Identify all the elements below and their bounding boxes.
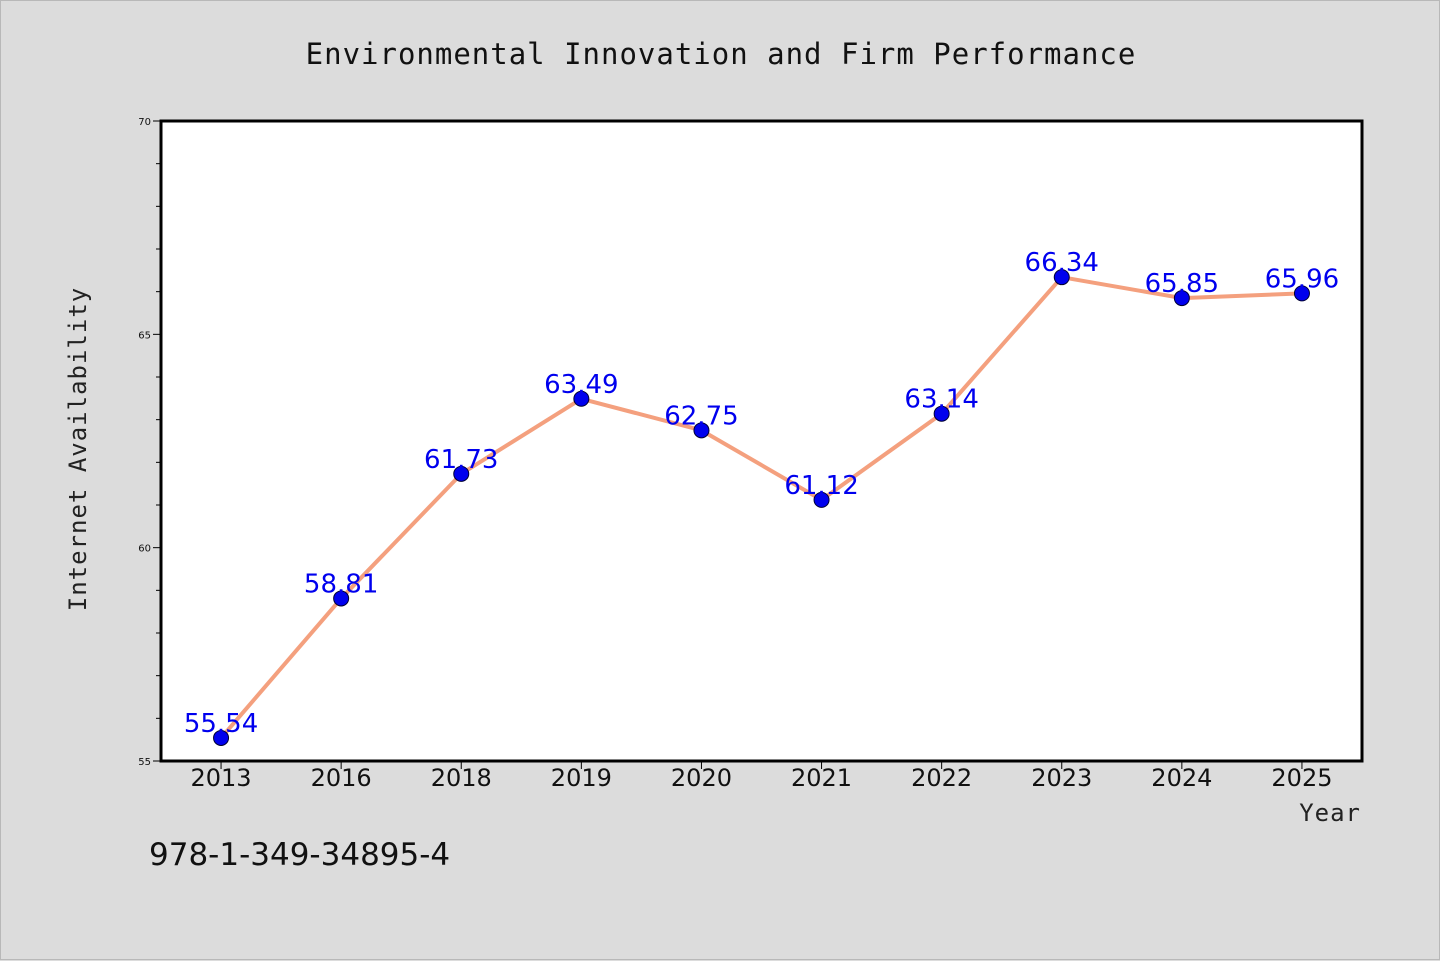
data-point	[1053, 269, 1070, 286]
data-label-group: 55.54 58.81 61.73 63.49 62.75 61.12 63.14 66.34…	[184, 248, 1339, 739]
x-tick-label: 2022	[911, 764, 972, 792]
data-label: 61.12	[784, 471, 858, 501]
series-line-group	[213, 269, 1310, 746]
data-point	[693, 422, 710, 439]
x-tick-label: 2019	[551, 764, 612, 792]
data-point	[813, 491, 830, 508]
data-label: 65.96	[1265, 264, 1339, 294]
data-point	[213, 729, 230, 746]
data-point	[453, 465, 470, 482]
data-point	[1293, 285, 1310, 302]
y-axis-label: Internet Availability	[64, 287, 92, 611]
data-label: 63.49	[544, 370, 618, 400]
x-axis: 2013 2016 2018 2019 2020 2021 2022 2023 2024 2025	[191, 761, 1332, 792]
isbn-annotation: 978-1-349-34895-4	[149, 837, 450, 873]
x-axis-label: Year	[1299, 799, 1361, 827]
y-tick-label: 70	[138, 117, 151, 128]
data-label: 66.34	[1025, 248, 1099, 278]
data-label: 62.75	[664, 401, 738, 431]
y-axis: 55 60 65 70	[138, 117, 161, 768]
x-tick-label: 2024	[1151, 764, 1212, 792]
data-label: 55.54	[184, 709, 258, 739]
x-tick-label: 2020	[671, 764, 732, 792]
y-tick-label: 65	[138, 330, 151, 341]
data-point	[573, 390, 590, 407]
series-line	[219, 275, 1304, 740]
data-point	[333, 590, 350, 607]
y-tick-label: 60	[138, 544, 151, 555]
x-tick-label: 2016	[311, 764, 372, 792]
x-tick-label: 2025	[1271, 764, 1332, 792]
data-point	[1173, 290, 1190, 307]
y-tick-label: 55	[138, 757, 151, 768]
data-point	[933, 405, 950, 422]
chart-title: Environmental Innovation and Firm Perfor…	[306, 37, 1137, 71]
x-tick-label: 2023	[1031, 764, 1092, 792]
data-label: 58.81	[304, 569, 378, 599]
data-label: 61.73	[424, 445, 498, 475]
x-tick-label: 2021	[791, 764, 852, 792]
x-tick-label: 2013	[191, 764, 252, 792]
x-tick-label: 2018	[431, 764, 492, 792]
plot-area	[159, 119, 1364, 763]
data-label: 65.85	[1145, 269, 1219, 299]
data-label: 63.14	[904, 385, 978, 415]
